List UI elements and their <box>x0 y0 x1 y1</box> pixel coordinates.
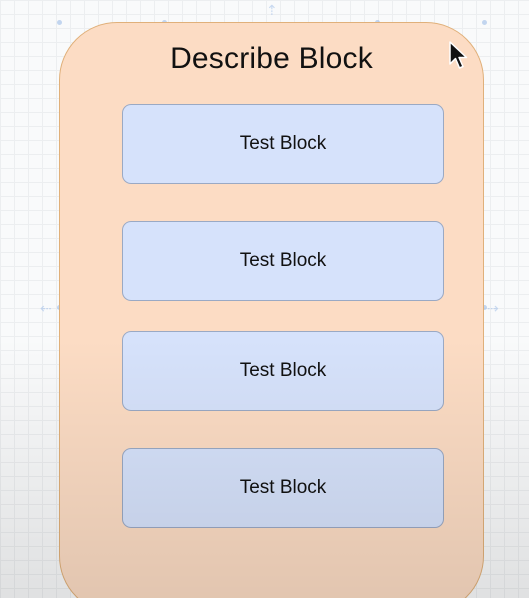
describe-block[interactable]: Describe Block Test Block Test Block Tes… <box>59 22 484 598</box>
connector-arrow-icon[interactable]: ⇢ <box>487 300 499 316</box>
test-block-label: Test Block <box>239 477 327 498</box>
test-block-label: Test Block <box>239 250 327 271</box>
test-block[interactable]: Test Block <box>122 331 444 411</box>
test-block-label: Test Block <box>239 360 327 381</box>
describe-block-title: Describe Block <box>170 42 373 75</box>
test-block[interactable]: Test Block <box>122 448 444 528</box>
mouse-pointer-icon <box>449 41 468 69</box>
connector-arrow-icon[interactable]: ⇡ <box>266 2 278 18</box>
selection-handle[interactable] <box>57 20 62 25</box>
test-block[interactable]: Test Block <box>122 104 444 184</box>
test-block[interactable]: Test Block <box>122 221 444 301</box>
selection-handle[interactable] <box>482 305 487 310</box>
test-block-label: Test Block <box>239 133 327 154</box>
selection-handle[interactable] <box>482 20 487 25</box>
connector-arrow-icon[interactable]: ⇠ <box>40 300 52 316</box>
